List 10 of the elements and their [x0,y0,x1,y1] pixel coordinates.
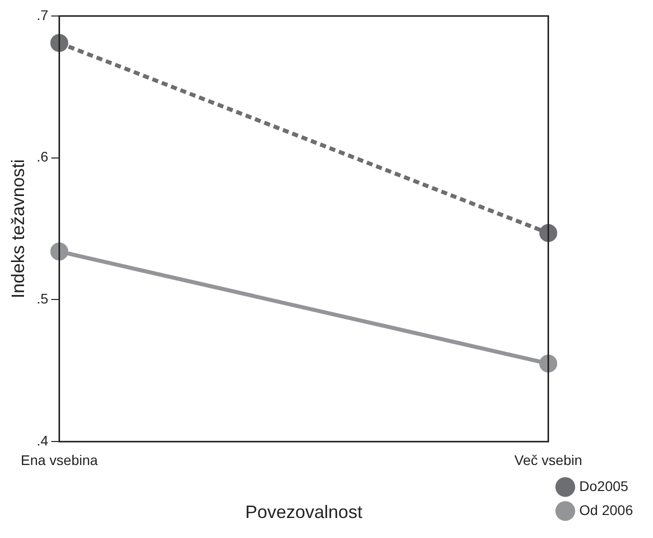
x-tick-label: Ena vsebina [20,452,98,468]
x-axis-title: Povezovalnost [245,502,362,522]
legend-label: Do2005 [579,478,629,494]
y-axis-title: Indeks težavnosti [8,159,28,298]
x-tick-label: Več vsebin [514,452,582,468]
y-tick-label: .7 [36,6,48,23]
y-tick-label: .5 [36,290,48,307]
y-tick-label: .4 [36,432,48,448]
y-tick-label: .6 [36,148,48,165]
legend-label: Od 2006 [579,502,634,518]
